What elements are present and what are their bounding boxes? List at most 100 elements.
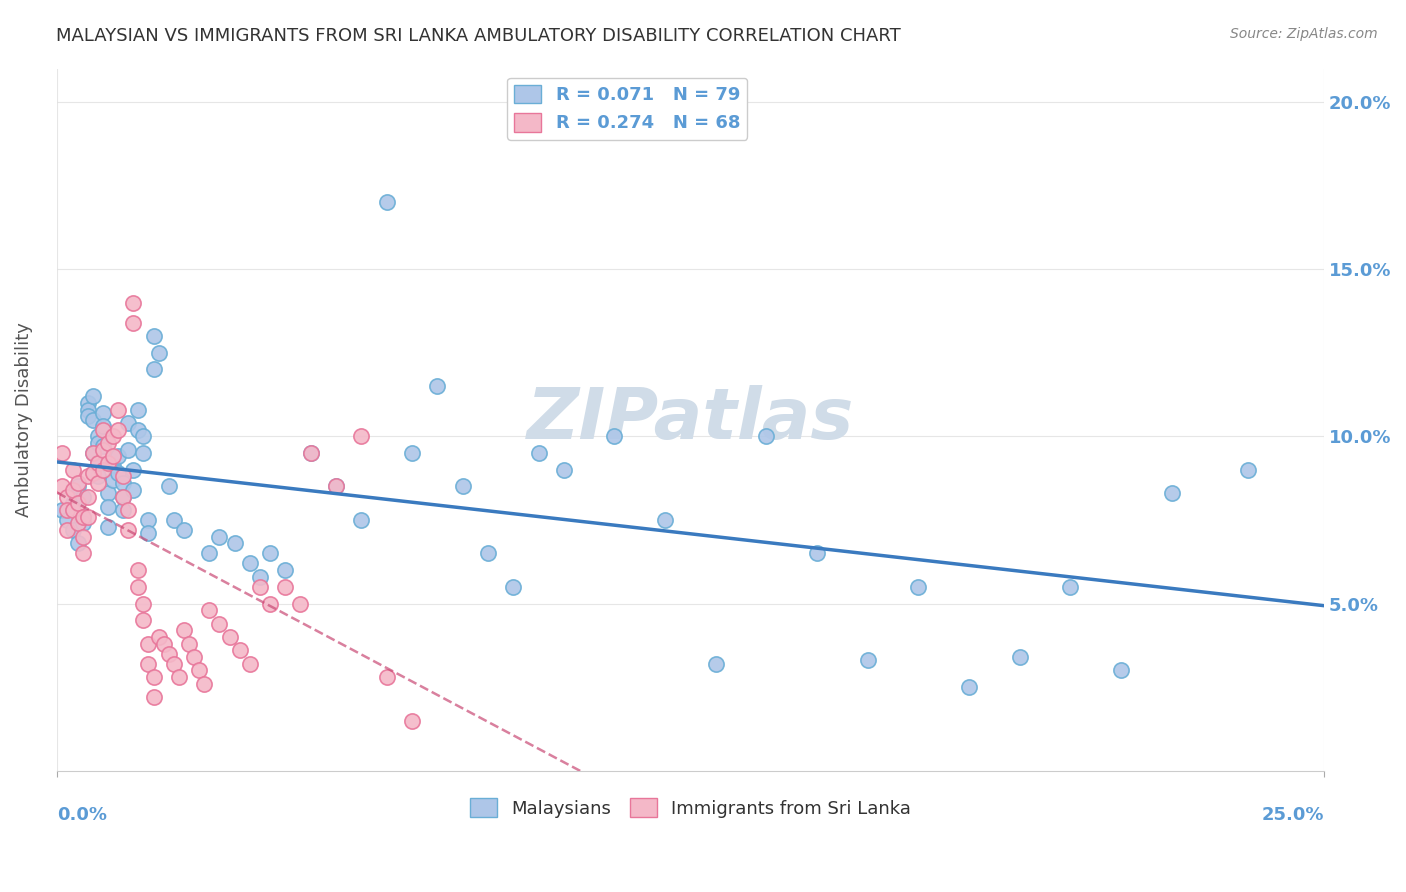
Point — [249, 570, 271, 584]
Point — [62, 463, 84, 477]
Point — [122, 463, 145, 477]
Point — [76, 469, 98, 483]
Point — [259, 597, 281, 611]
Point — [82, 389, 104, 403]
Point — [82, 412, 104, 426]
Point — [107, 466, 129, 480]
Point — [76, 490, 98, 504]
Point — [122, 295, 145, 310]
Point — [51, 479, 73, 493]
Text: 25.0%: 25.0% — [1261, 805, 1323, 824]
Point — [173, 624, 195, 638]
Point — [173, 523, 195, 537]
Point — [157, 479, 180, 493]
Point — [87, 456, 110, 470]
Point — [117, 523, 139, 537]
Point — [451, 479, 474, 493]
Point — [274, 580, 297, 594]
Point — [112, 469, 135, 483]
Point — [117, 442, 139, 457]
Legend: Malaysians, Immigrants from Sri Lanka: Malaysians, Immigrants from Sri Lanka — [463, 791, 918, 825]
Y-axis label: Ambulatory Disability: Ambulatory Disability — [15, 322, 32, 517]
Point — [72, 516, 94, 531]
Point — [132, 613, 155, 627]
Point — [138, 526, 160, 541]
Point — [401, 446, 423, 460]
Point — [239, 557, 262, 571]
Point — [152, 637, 174, 651]
Point — [198, 603, 221, 617]
Point — [76, 402, 98, 417]
Point — [101, 450, 124, 464]
Point — [177, 637, 200, 651]
Text: ZIPatlas: ZIPatlas — [527, 385, 855, 454]
Point — [856, 653, 879, 667]
Point — [66, 536, 89, 550]
Point — [132, 446, 155, 460]
Point — [51, 446, 73, 460]
Point — [112, 476, 135, 491]
Point — [806, 546, 828, 560]
Point — [228, 643, 250, 657]
Point — [56, 503, 79, 517]
Point — [148, 630, 170, 644]
Point — [138, 657, 160, 671]
Point — [97, 486, 120, 500]
Point — [325, 479, 347, 493]
Point — [1059, 580, 1081, 594]
Point — [163, 513, 186, 527]
Point — [76, 509, 98, 524]
Point — [375, 670, 398, 684]
Point — [97, 456, 120, 470]
Point — [299, 446, 322, 460]
Point — [193, 677, 215, 691]
Point — [91, 463, 114, 477]
Point — [350, 513, 373, 527]
Point — [654, 513, 676, 527]
Point — [1109, 664, 1132, 678]
Point — [755, 429, 778, 443]
Point — [1160, 486, 1182, 500]
Point — [188, 664, 211, 678]
Point — [527, 446, 550, 460]
Point — [290, 597, 312, 611]
Point — [56, 490, 79, 504]
Point — [101, 473, 124, 487]
Point — [66, 516, 89, 531]
Point — [274, 563, 297, 577]
Point — [299, 446, 322, 460]
Point — [56, 513, 79, 527]
Point — [62, 523, 84, 537]
Point — [138, 637, 160, 651]
Point — [66, 476, 89, 491]
Point — [87, 469, 110, 483]
Point — [97, 519, 120, 533]
Point — [97, 436, 120, 450]
Point — [112, 490, 135, 504]
Point — [107, 402, 129, 417]
Point — [224, 536, 246, 550]
Point — [62, 503, 84, 517]
Point — [183, 650, 205, 665]
Point — [142, 329, 165, 343]
Point — [72, 509, 94, 524]
Point — [87, 456, 110, 470]
Point — [603, 429, 626, 443]
Point — [142, 362, 165, 376]
Point — [107, 450, 129, 464]
Point — [132, 597, 155, 611]
Point — [142, 670, 165, 684]
Point — [117, 416, 139, 430]
Point — [249, 580, 271, 594]
Point — [62, 483, 84, 497]
Point — [91, 439, 114, 453]
Point — [259, 546, 281, 560]
Point — [132, 429, 155, 443]
Point — [239, 657, 262, 671]
Point — [127, 423, 149, 437]
Point — [62, 496, 84, 510]
Point — [66, 496, 89, 510]
Point — [72, 490, 94, 504]
Point — [127, 580, 149, 594]
Point — [477, 546, 499, 560]
